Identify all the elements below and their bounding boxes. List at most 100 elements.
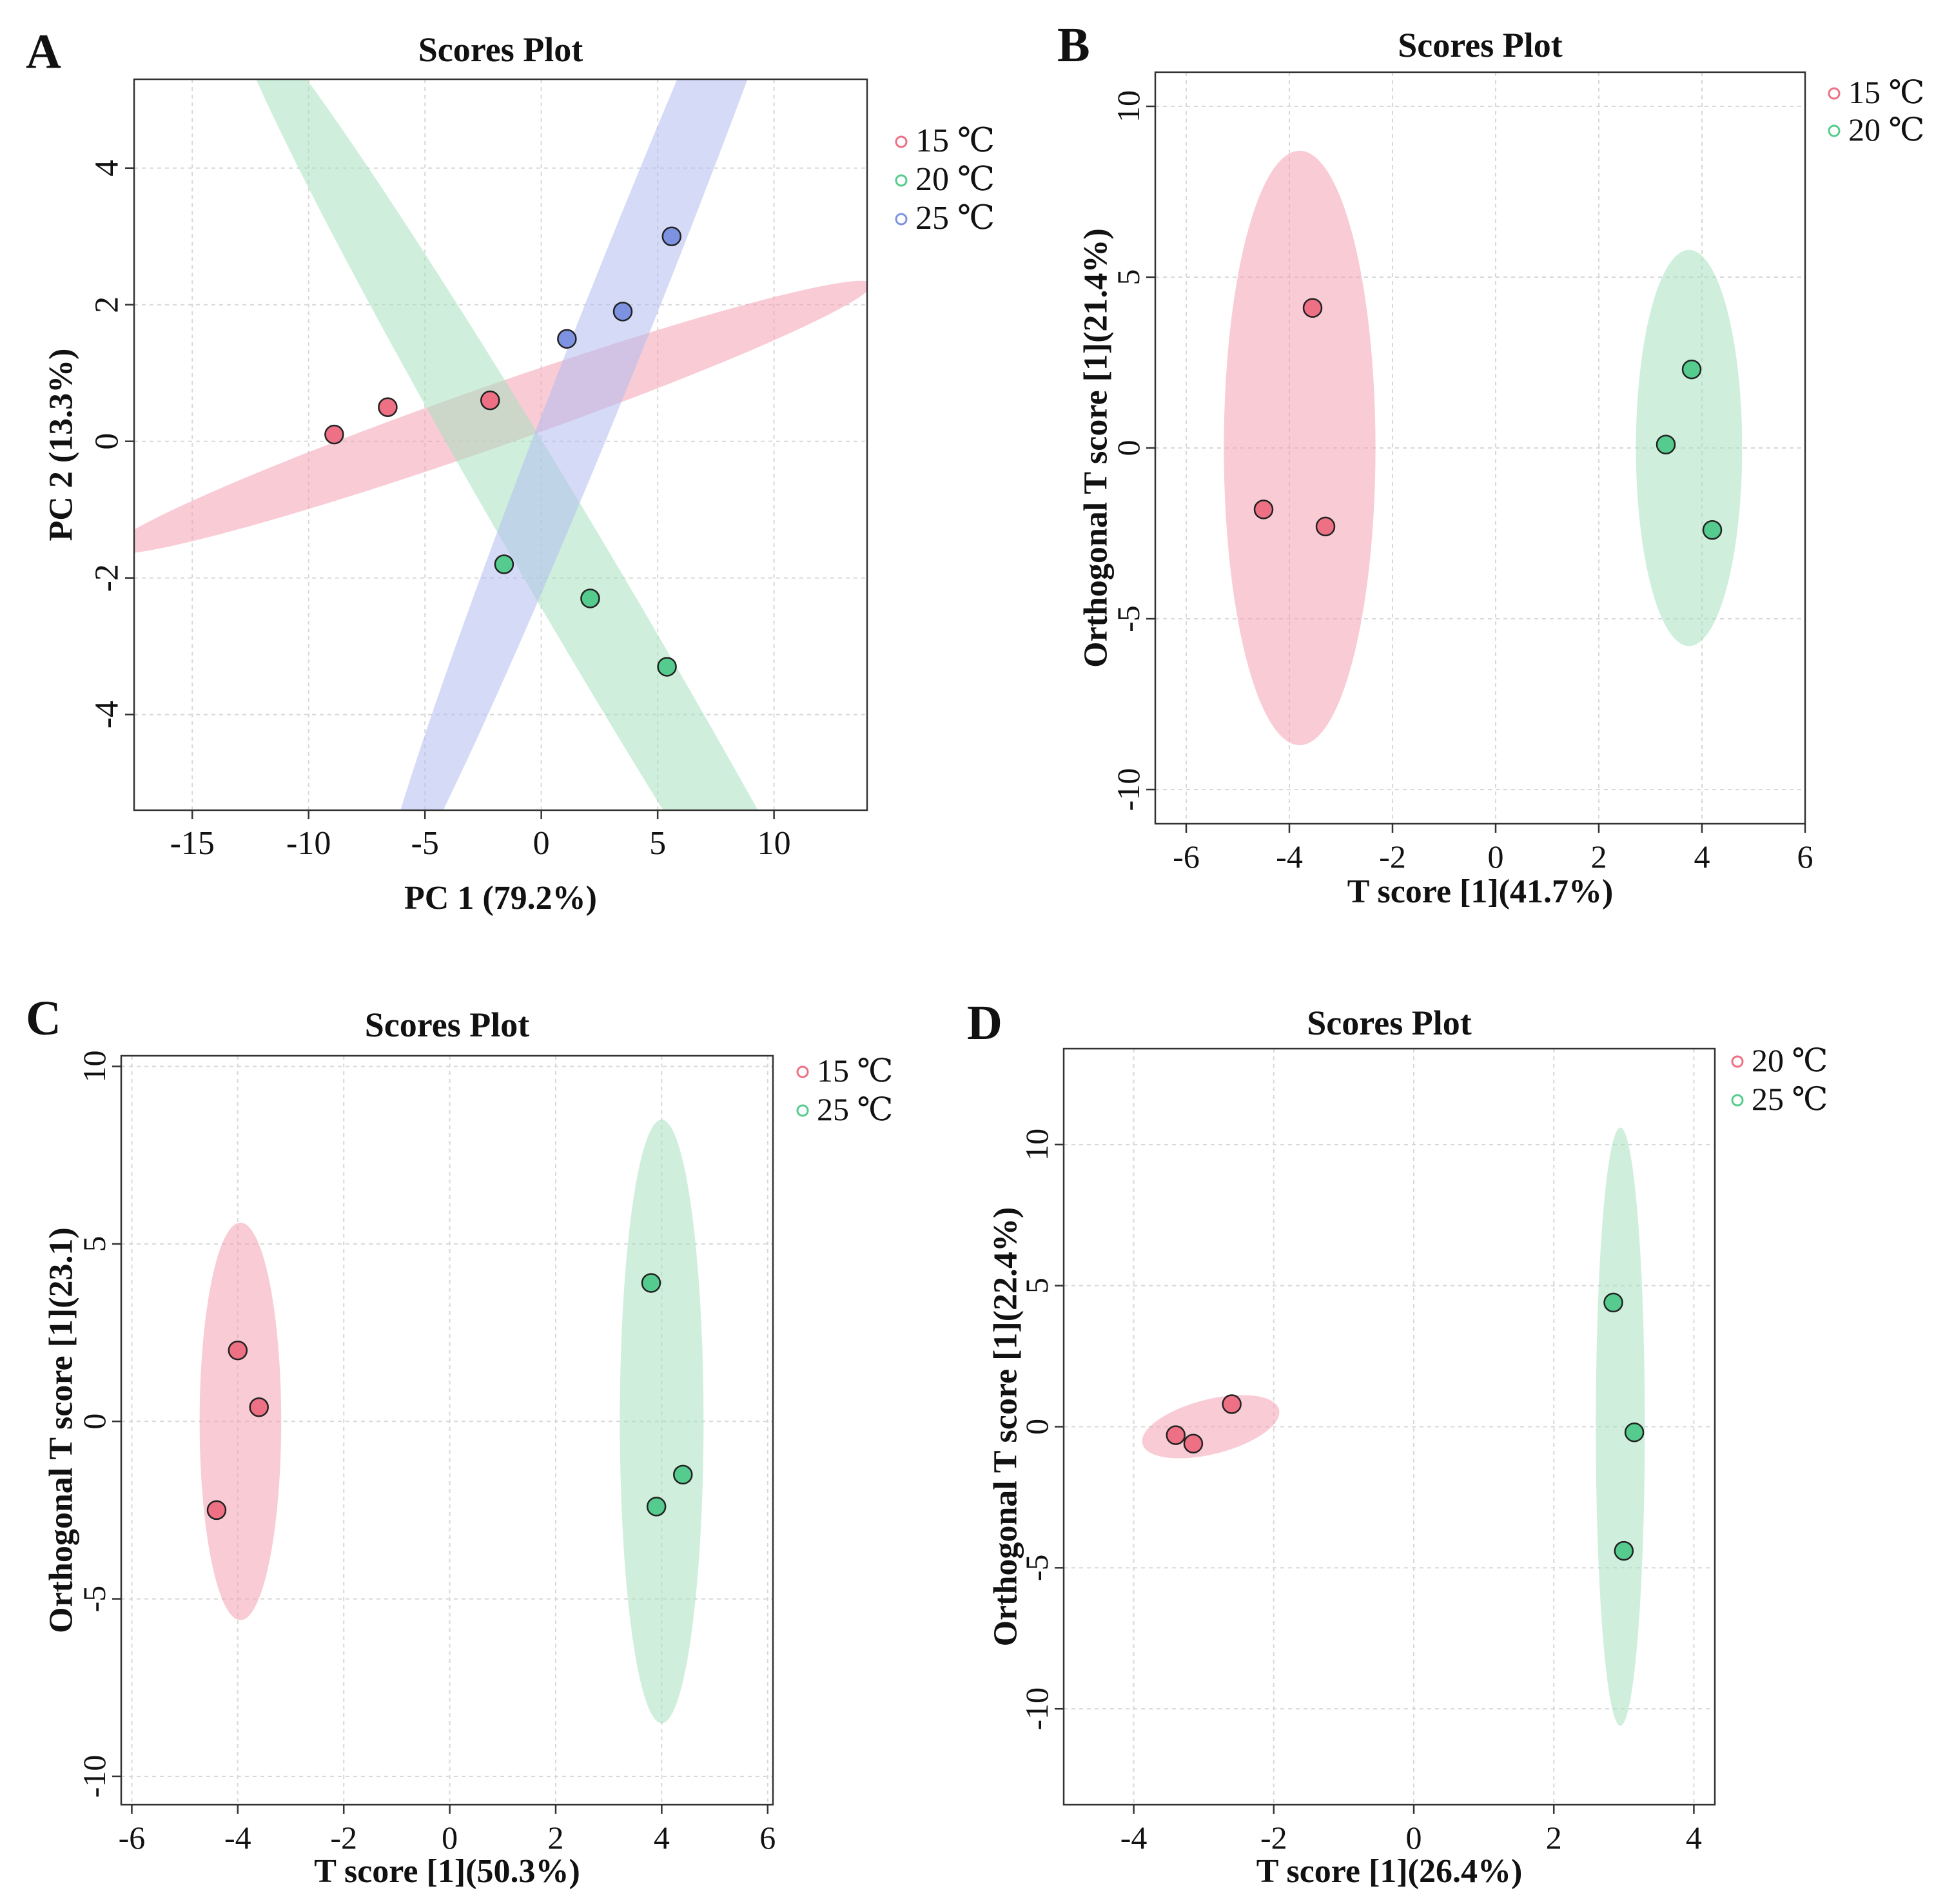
x-tick-label: 4 — [1686, 1820, 1702, 1856]
x-tick-label: -2 — [1379, 839, 1406, 875]
y-tick-label: -5 — [1110, 605, 1146, 632]
data-point — [612, 302, 633, 322]
panel-label: D — [967, 996, 1002, 1050]
data-point — [1614, 1540, 1634, 1561]
data-point — [1656, 434, 1676, 454]
x-axis-label: T score [1](41.7%) — [1347, 873, 1614, 910]
confidence-ellipse — [1142, 1395, 1280, 1459]
legend-marker — [895, 174, 908, 187]
legend-marker — [1731, 1055, 1744, 1068]
x-tick-label: -2 — [1260, 1820, 1287, 1856]
y-axis-label: Orthogonal T score [1](22.4%) — [988, 1207, 1024, 1647]
data-point — [661, 226, 682, 247]
data-point — [580, 588, 600, 608]
data-point — [378, 397, 398, 417]
confidence-ellipse — [1596, 1127, 1645, 1726]
panel-d: -4 -2 0 2 4 -10 -5 0 5 10 D Scores Plot T score [1](… — [967, 996, 1828, 1890]
x-tick-label: -4 — [1120, 1820, 1148, 1856]
legend-marker — [1731, 1094, 1744, 1107]
x-axis-label: PC 1 (79.2%) — [404, 880, 597, 917]
legend-marker — [796, 1065, 809, 1078]
y-tick-label: 10 — [76, 1051, 112, 1083]
chart-title: Scores Plot — [365, 1005, 529, 1044]
data-point — [1702, 520, 1723, 540]
y-tick-label: 0 — [76, 1413, 112, 1430]
x-tick-label: 0 — [442, 1820, 458, 1856]
confidence-ellipse — [1636, 249, 1743, 646]
panel-label: B — [1057, 18, 1090, 72]
data-point — [1253, 500, 1274, 520]
x-tick-label: 4 — [654, 1820, 670, 1856]
y-tick-label: -2 — [89, 564, 126, 592]
legend-entry: 20 ℃ — [1752, 1042, 1828, 1078]
legend-marker — [895, 135, 908, 148]
x-tick-label: 6 — [1797, 839, 1813, 875]
x-tick-label: -6 — [1173, 839, 1200, 875]
x-tick-label: -15 — [170, 825, 215, 862]
x-axis-label: T score [1](50.3%) — [314, 1853, 580, 1890]
legend-entry: 25 ℃ — [817, 1091, 893, 1127]
x-tick-label: -4 — [1276, 839, 1303, 875]
panel-b: -6 -4 -2 0 2 4 6 -10 -5 0 5 10 B Scores Plot T score [… — [1057, 18, 1924, 910]
legend-entry: 25 ℃ — [1752, 1081, 1828, 1117]
y-axis-label: Orthogonal T score [1](23.1) — [43, 1227, 80, 1633]
panel-a: -15 -10 -5 0 5 10 -4 -2 0 2 4 A Scores Plot PC 1 (79.… — [26, 24, 995, 917]
data-point — [249, 1397, 269, 1417]
data-point — [1302, 298, 1323, 318]
data-point — [557, 329, 577, 349]
plot-frame — [120, 1054, 774, 1806]
data-point — [673, 1464, 693, 1485]
x-tick-label: 4 — [1694, 839, 1710, 875]
data-point — [228, 1340, 248, 1361]
y-tick-label: 5 — [1110, 269, 1146, 286]
x-tick-label: -2 — [330, 1820, 357, 1856]
data-point — [206, 1500, 227, 1520]
confidence-ellipse — [620, 1120, 704, 1724]
data-point — [657, 657, 677, 677]
data-point — [1681, 359, 1702, 380]
x-tick-label: 0 — [1406, 1820, 1422, 1856]
x-tick-label: 0 — [533, 825, 550, 862]
x-axis-label: T score [1](26.4%) — [1256, 1853, 1523, 1890]
x-tick-label: -4 — [224, 1820, 251, 1856]
plot-frame — [133, 78, 868, 811]
data-point — [1222, 1394, 1242, 1414]
x-tick-label: 10 — [757, 825, 791, 862]
data-point — [1603, 1292, 1623, 1313]
data-point — [324, 424, 344, 445]
legend-marker — [1828, 87, 1841, 100]
legend-marker — [1828, 124, 1841, 137]
data-point — [494, 554, 514, 574]
data-point — [646, 1497, 667, 1517]
legend-entry: 20 ℃ — [915, 161, 995, 198]
x-tick-label: 2 — [1591, 839, 1607, 875]
x-tick-label: 2 — [1546, 1820, 1562, 1856]
legend-entry: 15 ℃ — [1848, 74, 1924, 110]
y-tick-label: -10 — [76, 1755, 112, 1798]
legend-entry: 20 ℃ — [1848, 112, 1924, 148]
y-tick-label: -4 — [89, 701, 126, 728]
data-point — [480, 390, 500, 411]
data-point — [1183, 1433, 1204, 1454]
x-tick-label: 5 — [649, 825, 666, 862]
confidence-ellipse — [199, 1222, 282, 1620]
x-tick-label: -5 — [411, 825, 439, 862]
x-tick-label: 6 — [759, 1820, 776, 1856]
panel-c: -6 -4 -2 0 2 4 6 -10 -5 0 5 10 C Scores Plot T score [… — [26, 991, 893, 1890]
legend-entry: 15 ℃ — [915, 122, 995, 159]
data-point — [1624, 1423, 1645, 1443]
y-axis-label: PC 2 (13.3%) — [43, 349, 80, 541]
x-tick-label: 2 — [548, 1820, 564, 1856]
chart-title: Scores Plot — [1398, 26, 1562, 64]
y-tick-label: 0 — [1019, 1419, 1055, 1435]
legend-entry: 15 ℃ — [817, 1053, 893, 1089]
y-tick-label: 10 — [1019, 1129, 1055, 1161]
chart-title: Scores Plot — [418, 30, 583, 69]
chart-title: Scores Plot — [1307, 1004, 1471, 1042]
y-tick-label: 4 — [89, 160, 126, 177]
panel-label: A — [26, 24, 61, 79]
legend-marker — [796, 1104, 809, 1117]
y-tick-label: 2 — [89, 296, 126, 313]
data-point — [1315, 516, 1336, 537]
